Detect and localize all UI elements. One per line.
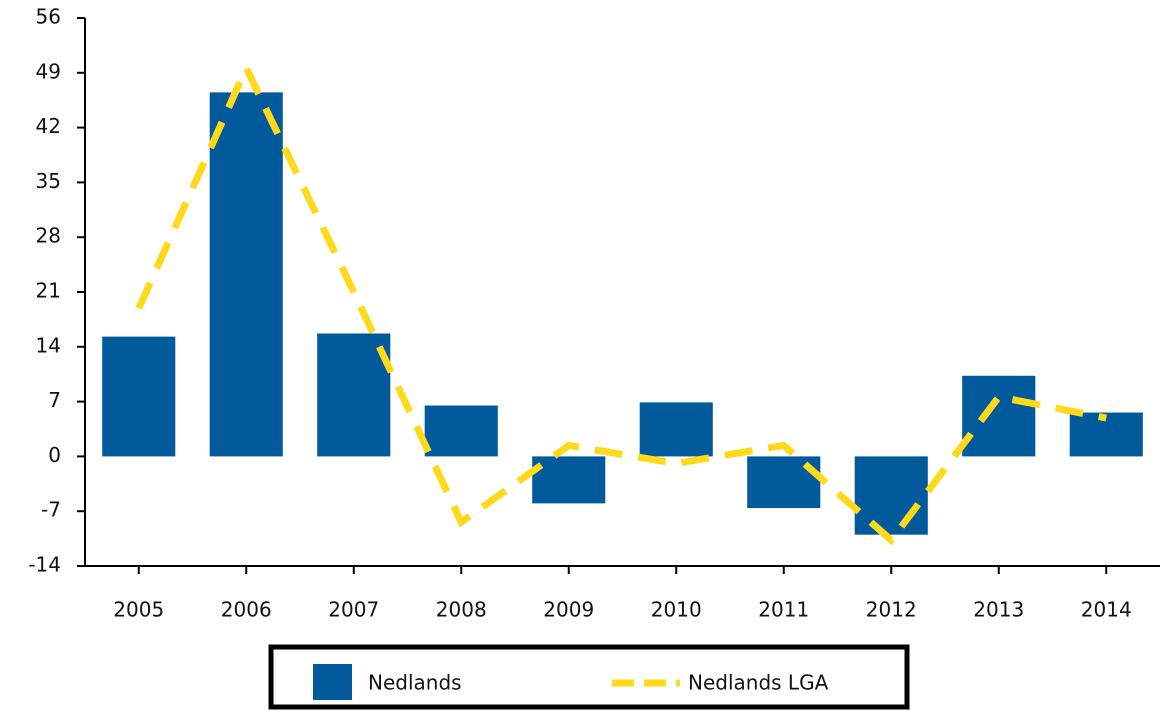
bar [424,405,498,457]
bar [532,456,606,504]
bar [209,92,283,457]
y-tick-label: -14 [28,553,61,577]
bar [317,333,391,457]
y-tick-label: 35 [36,169,61,193]
x-tick-label: 2013 [973,598,1024,622]
bar [639,402,713,457]
x-tick-label: 2008 [436,598,487,622]
x-tick-label: 2010 [651,598,702,622]
x-tick-label: 2005 [113,598,164,622]
legend-label: Nedlands [368,671,462,695]
legend-swatch [313,664,352,700]
line [135,59,1107,546]
y-tick-label: 28 [36,224,61,248]
x-tick-label: 2006 [221,598,272,622]
x-tick-label: 2012 [866,598,917,622]
y-tick-label: 56 [36,5,61,29]
bar [854,456,928,535]
bar [962,375,1036,457]
legend-box [268,644,910,710]
y-tick-label: -7 [41,498,61,522]
y-tick-label: 0 [48,443,61,467]
x-tick-label: 2009 [543,598,594,622]
y-tick-label: 7 [48,388,61,412]
y-tick-label: 42 [36,114,61,138]
x-tick-label: 2011 [758,598,809,622]
y-tick-label: 21 [36,279,61,303]
bar [1069,412,1143,457]
y-tick-label: 14 [36,333,61,357]
x-tick-label: 2007 [328,598,379,622]
legend-label: Nedlands LGA [688,671,829,695]
bar [102,336,176,457]
y-tick-label: 49 [36,59,61,83]
x-tick-label: 2014 [1081,598,1132,622]
